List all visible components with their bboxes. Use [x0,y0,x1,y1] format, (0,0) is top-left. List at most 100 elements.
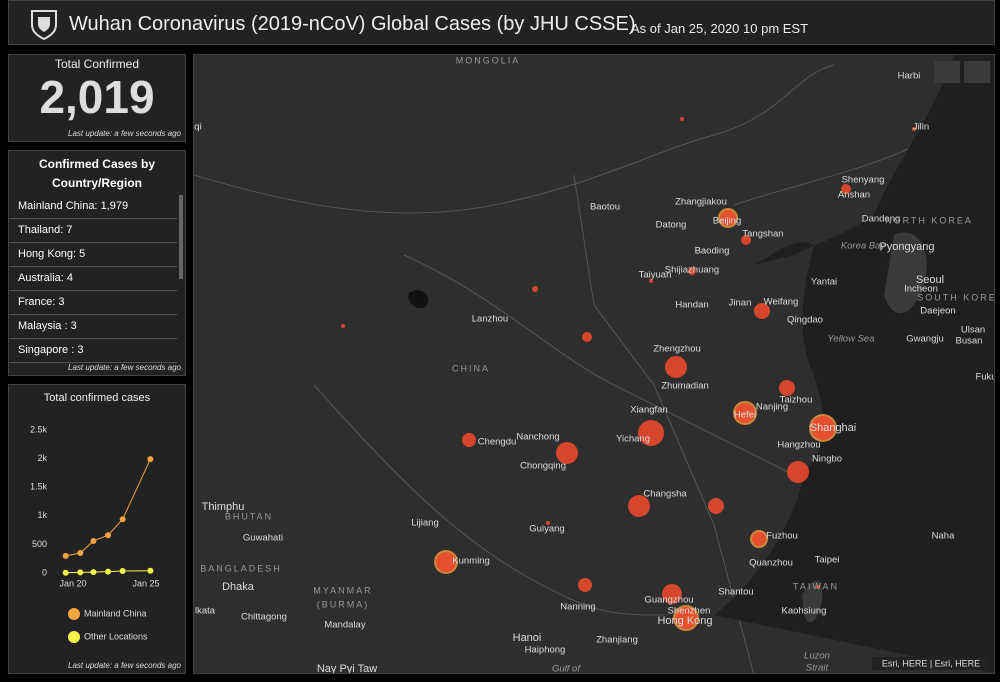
place-label: Ningbo [812,454,842,465]
chart-title: Total confirmed cases [44,392,151,404]
data-point [62,552,69,559]
place-label: Mandalay [324,620,365,631]
place-label: Hefei [734,410,756,421]
place-label: Daejeon [920,306,955,317]
place-label: Beijing [713,216,742,227]
country-value: 3 [70,320,77,332]
country-name: France: [18,296,56,308]
map-panel: MONGOLIA Harbi Jilin Shenyang Anshan Dandong N… [193,54,1000,676]
country-value: 3 [77,344,84,356]
attribution-box [872,657,990,670]
place-label: Xiangfan [630,405,668,416]
place-label: Hangzhou [777,440,820,451]
case-circle [662,584,682,604]
place-label: Baotou [590,202,620,213]
sea [714,55,994,673]
country-row: Australia: 4 [9,267,177,291]
header: Wuhan Coronavirus (2019-nCoV) Global Cas… [8,0,995,45]
x-tick-label: Jan 20 [59,578,86,588]
case-circle [735,403,755,423]
country-value: 1,979 [100,200,129,212]
place-label: CHINA [452,363,490,373]
place-label: Korea Bay [841,241,887,252]
logo [31,10,57,40]
place-label: Pyongyang [879,241,934,253]
country-name: Hong Kong: [18,248,77,260]
place-label: Zhengzhou [653,344,701,355]
place-label: lkata [195,606,216,617]
place-label: Baoding [695,246,730,257]
place-label: Datong [656,220,687,231]
data-point [147,456,154,463]
case-circle [532,286,538,292]
place-label: Nay Pyi Taw [317,663,377,673]
place-label: Shenzhen [668,606,711,617]
country-value: 5 [79,248,86,260]
place-label: Harbi [898,71,921,82]
place-label: Jilin [913,122,929,133]
place-label: Fuku [975,372,994,383]
data-point [119,516,126,523]
borders [193,64,995,676]
case-circle [436,552,456,572]
map: MONGOLIAHarbiJilinShenyangAnshanDandongN… [193,55,1000,676]
place-label: Chongqing [520,461,566,472]
place-label: Jinan [729,298,752,309]
place-label: Gwangju [906,334,944,345]
total-panel: Total Confirmed 2,019 Last update: a few… [8,54,186,142]
scrollbar[interactable] [179,195,183,279]
place-label: Shanghai [810,422,857,434]
series-line [65,458,151,557]
case-circle [675,607,697,629]
place-label: MYANMAR [313,585,372,595]
country-name: Malaysia : [18,320,68,332]
case-circle [841,184,851,194]
list-button[interactable] [934,61,960,83]
country-row: Hong Kong: 5 [9,243,177,267]
country-value: 7 [66,224,73,236]
place-label: Haiphong [525,645,566,656]
place-label: Fuzhou [766,531,798,542]
y-tick-label: 1.5k [30,482,48,492]
country-value: 4 [66,272,74,284]
country-name: Mainland China: [18,200,98,212]
place-label: NORTH KOREA [885,215,973,225]
grid-button[interactable] [964,61,990,83]
x-tick-label: Jan 25 [132,578,159,588]
case-circle [649,279,653,283]
data-point [90,537,97,544]
place-label: Tangshan [742,229,783,240]
place-label: Guwahati [243,533,283,544]
case-circle [816,585,820,589]
case-circle [680,117,684,121]
place-label: Guangzhou [644,595,693,606]
place-label: Yantai [811,277,837,288]
place-label: Zhangjiakou [675,197,727,208]
place-label: Nanjing [756,402,788,413]
place-label: Naha [932,531,955,542]
place-label: Busan [956,336,983,347]
place-label: Strait [806,663,829,673]
place-label: Handan [675,300,708,311]
y-tick-label: 1k [37,510,47,520]
case-circle [741,235,751,245]
place-label: Taiyuan [639,270,672,281]
list-title: Confirmed Cases by Country/Region [38,157,156,190]
case-circle [578,578,592,592]
case-circle [752,532,766,546]
y-tick-label: 2.5k [30,424,48,434]
title: Wuhan Coronavirus (2019-nCoV) Global Cas… [69,13,636,35]
total-label: Total Confirmed [54,57,140,71]
legend-swatch [68,608,80,620]
case-circle [779,380,795,396]
place-label: Shenyang [842,175,885,186]
country-list: Mainland China: 1,979 Thailand: 7 Hong Kon… [9,195,177,363]
country-row: Singapore : 3 [9,339,177,363]
place-label: Anshan [838,190,870,201]
legend-label: Mainland China [84,608,147,618]
place-label: Taizhou [780,395,813,406]
place-label: Shijiazhuang [665,265,719,276]
place-label: SOUTH KOREA [917,292,994,302]
place-label: Nanning [560,602,595,613]
place-label: Chengdu [478,437,517,448]
